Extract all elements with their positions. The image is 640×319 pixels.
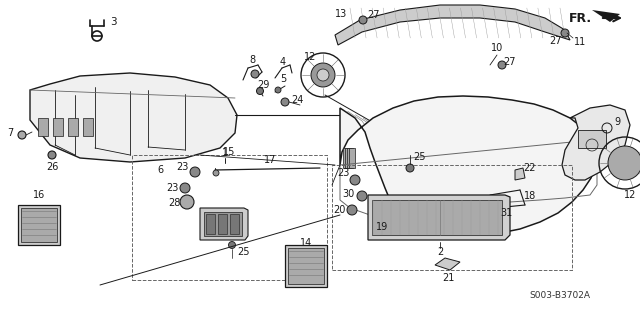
Text: 23: 23 [337,168,349,178]
Circle shape [180,195,194,209]
Text: 14: 14 [300,238,312,248]
Circle shape [561,29,569,37]
Circle shape [498,61,506,69]
Bar [349,148,355,168]
Bar [285,245,327,287]
Text: 13: 13 [335,9,347,19]
Text: 12: 12 [304,52,316,62]
Text: FR.: FR. [568,11,591,25]
Text: 17: 17 [264,155,276,165]
Circle shape [281,98,289,106]
Text: 20: 20 [333,205,345,215]
Text: 12: 12 [624,190,636,200]
Text: 1: 1 [222,148,228,158]
Text: 19: 19 [376,222,388,232]
Bar [206,214,215,234]
Bar [218,214,227,234]
Circle shape [317,69,329,81]
Polygon shape [200,208,248,240]
Text: 18: 18 [524,191,536,201]
Bar [204,212,242,236]
Circle shape [375,212,385,222]
Bar [21,208,57,242]
Bar [18,205,60,245]
Circle shape [48,151,56,159]
Text: 25: 25 [237,247,250,257]
Text: 5: 5 [280,74,286,84]
Polygon shape [335,5,570,45]
Text: 3: 3 [109,17,116,27]
Circle shape [213,170,219,176]
Text: 25: 25 [413,152,426,162]
Text: 31: 31 [500,208,512,218]
Circle shape [495,200,505,210]
Bar [38,118,48,136]
Text: 11: 11 [574,37,586,47]
Circle shape [18,131,26,139]
Text: 16: 16 [33,190,45,200]
Bar [68,118,78,136]
Circle shape [190,167,200,177]
Bar [288,248,324,284]
Circle shape [257,87,264,94]
Text: 27: 27 [367,10,380,20]
Bar [578,130,606,148]
Circle shape [357,191,367,201]
Text: 22: 22 [524,163,536,173]
Polygon shape [340,96,597,234]
Bar [53,118,63,136]
Text: 23: 23 [166,183,178,193]
Text: 27: 27 [548,36,561,46]
Bar [132,155,327,280]
Text: 7: 7 [7,128,13,138]
Bar [347,148,353,168]
Circle shape [350,175,360,185]
Polygon shape [368,195,510,240]
Text: 10: 10 [491,43,503,53]
Text: 27: 27 [504,57,516,67]
Bar [332,165,572,270]
Circle shape [228,241,236,249]
Text: S003-B3702A: S003-B3702A [529,291,591,300]
Text: 26: 26 [46,162,58,172]
Circle shape [180,183,190,193]
Text: 30: 30 [342,189,354,199]
Bar [372,200,502,235]
Circle shape [406,164,414,172]
Bar [83,118,93,136]
Polygon shape [435,258,460,270]
Bar [343,148,349,168]
Circle shape [347,205,357,215]
Polygon shape [515,168,525,180]
Polygon shape [592,10,620,22]
Bar [345,148,351,168]
Bar [230,214,239,234]
Text: 29: 29 [257,80,269,90]
Circle shape [608,146,640,180]
Text: 9: 9 [614,117,620,127]
Circle shape [311,63,335,87]
Text: 6: 6 [157,165,163,175]
Text: 28: 28 [168,198,180,208]
Circle shape [359,16,367,24]
Text: 15: 15 [223,147,235,157]
Text: 2: 2 [437,247,443,257]
Circle shape [251,70,259,78]
Text: 24: 24 [291,95,303,105]
Circle shape [275,87,281,93]
Text: 8: 8 [249,55,255,65]
Text: 21: 21 [442,273,454,283]
Polygon shape [30,73,237,162]
Polygon shape [562,105,630,180]
Text: 23: 23 [176,162,188,172]
Text: 4: 4 [280,57,286,67]
